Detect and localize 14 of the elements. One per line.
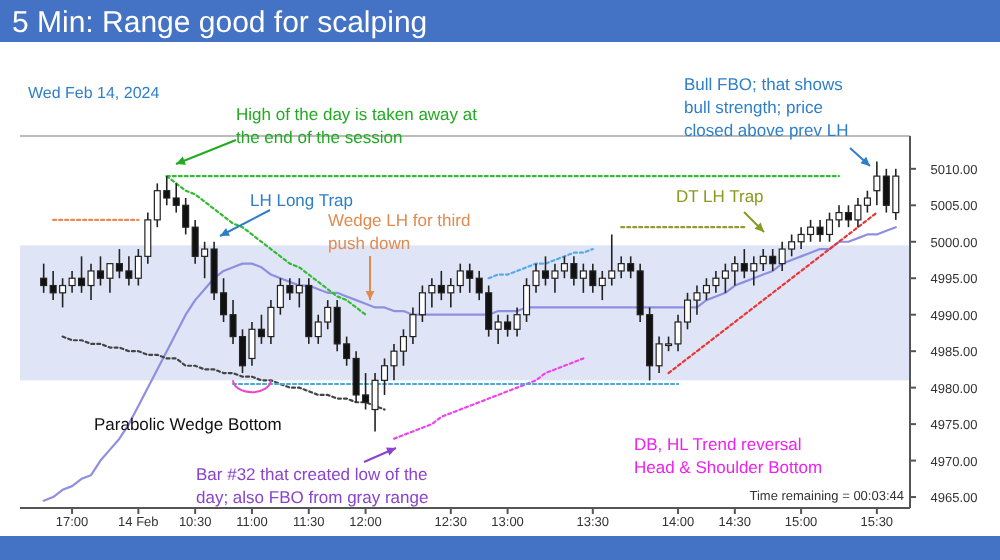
line-series <box>487 247 594 280</box>
annotation: Parabolic Wedge Bottom <box>94 414 282 434</box>
annotation: High of the day is taken away at the end of the session <box>236 104 479 147</box>
text: Wed Feb 14, 2024 <box>28 84 161 102</box>
chart-title: 5 Min: Range good for scalping <box>12 6 428 40</box>
annotation: Wedge LH for third push down <box>328 210 471 253</box>
line-series <box>61 335 386 411</box>
annotation: LH Long Trap <box>250 190 354 210</box>
annotation: Bar #32 that created low of the day; also FBO from gray range <box>196 464 429 507</box>
annotation: DT LH Trap <box>676 186 765 206</box>
line-series <box>667 211 878 375</box>
annotation: DB, HL Trend reversal Head & Shoulder Bottom <box>634 434 823 477</box>
annotation: Bull FBO; that shows bull strength; price closed above prev LH <box>684 74 849 140</box>
line-series <box>392 357 585 440</box>
